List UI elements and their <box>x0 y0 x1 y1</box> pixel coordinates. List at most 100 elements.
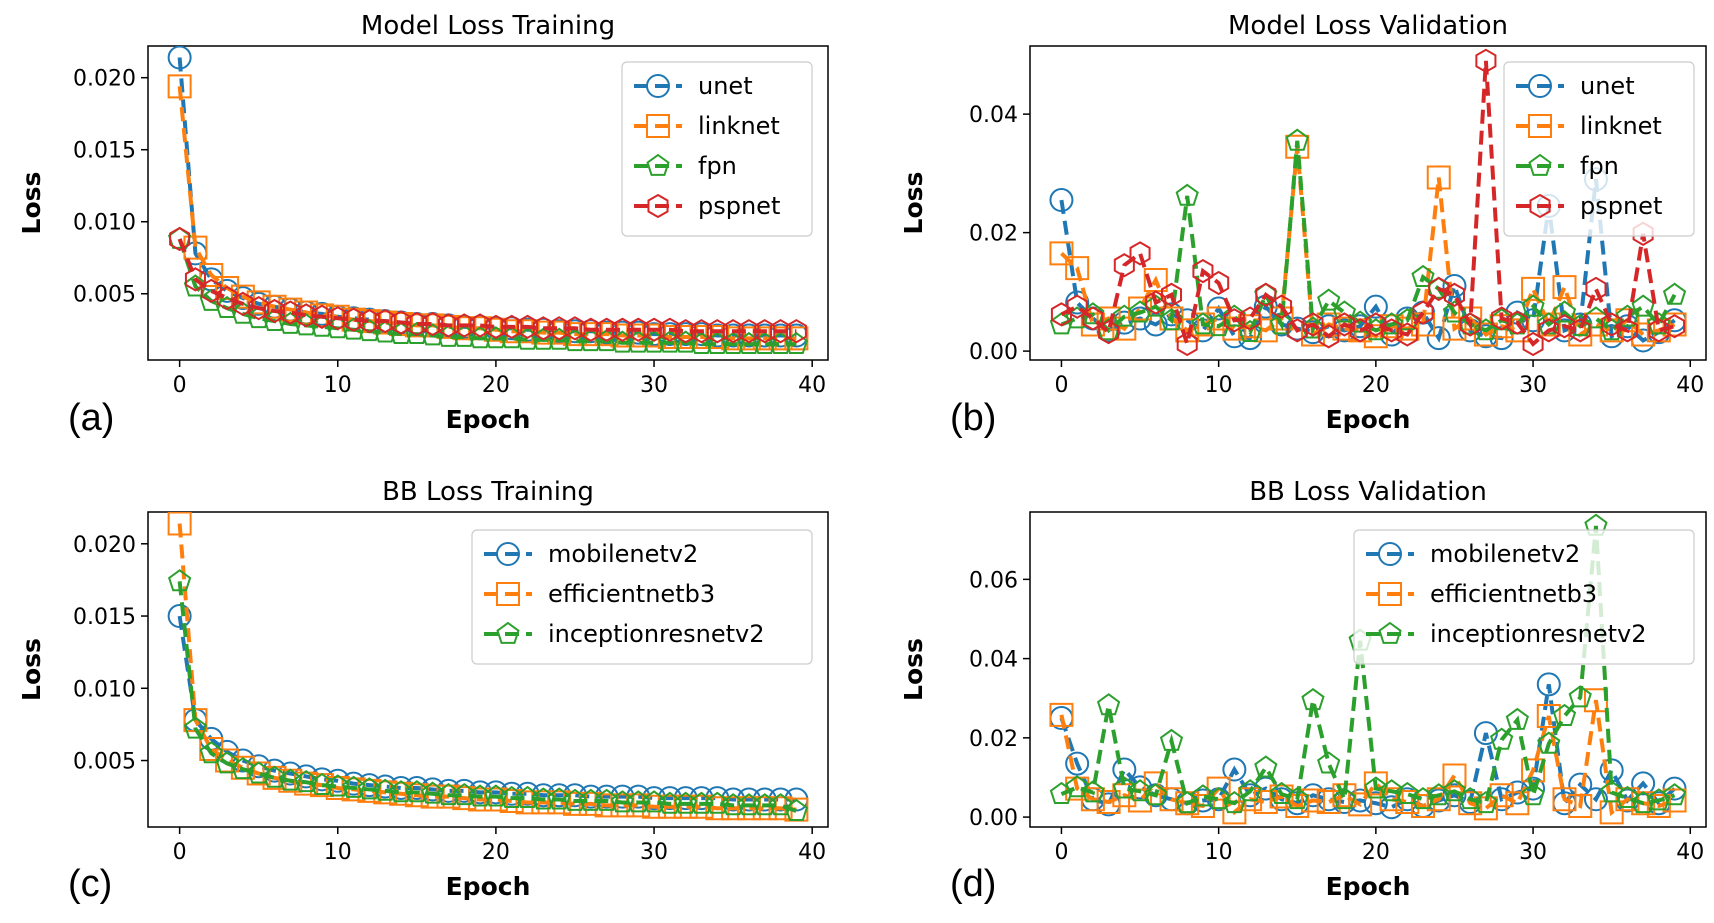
y-tick-label: 0.00 <box>969 340 1018 365</box>
y-tick-label: 0.005 <box>73 283 136 308</box>
data-point <box>1600 780 1624 803</box>
legend-marker <box>646 114 670 138</box>
data-point <box>1065 751 1090 776</box>
data-point <box>1222 800 1247 825</box>
x-tick-label: 30 <box>640 840 668 865</box>
data-point <box>1615 785 1640 808</box>
data-point <box>1568 313 1592 337</box>
data-point <box>453 313 475 338</box>
data-point <box>1096 693 1121 716</box>
legend-box <box>1353 529 1695 665</box>
data-point <box>1521 276 1546 301</box>
data-point <box>1647 788 1671 811</box>
data-point <box>1363 791 1388 816</box>
data-point <box>1285 787 1309 810</box>
x-axis-label: Epoch <box>446 872 531 901</box>
panel-label: (b) <box>950 397 996 439</box>
x-axis-label: Epoch <box>1326 405 1411 434</box>
x-tick-label: 20 <box>1362 373 1390 398</box>
data-point <box>1664 314 1686 339</box>
legend-marker <box>647 193 669 219</box>
data-point <box>1285 794 1310 818</box>
y-tick-label: 0.04 <box>969 648 1018 673</box>
data-point <box>262 765 287 788</box>
legend: unet linknet fpn pspnet <box>1503 61 1695 237</box>
series-pspnet <box>169 226 807 344</box>
legend-item-mobilenetv2: mobilenetv2 <box>1366 540 1580 568</box>
data-point <box>1145 290 1167 315</box>
legend-label: fpn <box>1580 152 1619 180</box>
data-point <box>706 319 728 344</box>
legend-item-linknet: linknet <box>634 112 780 140</box>
legend-box <box>1503 61 1695 237</box>
data-point <box>1363 294 1388 319</box>
data-point <box>1442 316 1467 341</box>
data-point <box>1129 241 1151 266</box>
data-point <box>1065 290 1090 315</box>
data-point <box>1363 324 1388 349</box>
data-point <box>1317 751 1341 774</box>
data-point <box>643 317 665 342</box>
data-point <box>1489 314 1514 339</box>
data-point <box>785 319 807 344</box>
data-point <box>485 314 507 340</box>
data-point <box>1411 787 1435 810</box>
data-point <box>1537 731 1561 754</box>
data-point <box>1049 702 1074 727</box>
data-point <box>1049 781 1074 805</box>
legend-label: unet <box>1580 72 1635 100</box>
x-tick-label: 30 <box>1519 373 1547 398</box>
data-point <box>1505 791 1530 816</box>
legend-marker <box>1378 582 1402 606</box>
series-line-linknet <box>177 86 797 341</box>
x-tick-label: 40 <box>798 373 826 398</box>
x-tick-label: 10 <box>1205 840 1233 865</box>
data-point <box>1458 791 1483 816</box>
data-point <box>1631 771 1656 796</box>
data-point <box>1363 771 1388 796</box>
data-point <box>1364 776 1388 799</box>
data-point <box>247 761 271 784</box>
data-point <box>1458 787 1482 810</box>
data-point <box>1553 314 1576 339</box>
data-point <box>1411 312 1436 337</box>
data-point <box>1175 791 1200 816</box>
data-point <box>1238 779 1262 802</box>
series-line-inceptionresnetv2 <box>1060 525 1676 808</box>
y-tick-label: 0.015 <box>73 605 136 630</box>
data-point <box>1144 783 1168 806</box>
data-point <box>738 319 760 344</box>
data-point <box>580 317 602 342</box>
data-point <box>1239 306 1261 331</box>
data-point <box>406 311 428 337</box>
series-line-pspnet <box>177 238 797 334</box>
data-point <box>1552 275 1577 300</box>
data-point <box>1583 787 1608 812</box>
data-point <box>1395 781 1419 805</box>
legend-label: mobilenetv2 <box>548 540 698 568</box>
y-axis-label: Loss <box>17 172 46 235</box>
data-point <box>1285 128 1309 151</box>
data-point <box>1396 322 1418 347</box>
x-tick-label: 20 <box>482 840 510 865</box>
data-point <box>1081 780 1105 803</box>
x-tick-label: 40 <box>1676 373 1704 398</box>
y-tick-label: 0.015 <box>73 139 136 164</box>
data-point <box>1475 48 1497 73</box>
legend-item-pspnet: pspnet <box>1516 192 1662 220</box>
y-tick-label: 0.010 <box>73 677 136 702</box>
data-point <box>627 317 649 342</box>
data-point <box>1159 306 1184 331</box>
x-tick-label: 10 <box>324 840 352 865</box>
chart-title: BB Loss Training <box>382 477 594 507</box>
data-point <box>1379 312 1404 335</box>
data-point <box>1191 784 1215 807</box>
data-point <box>1066 294 1088 319</box>
data-point <box>722 319 744 344</box>
data-point <box>216 285 238 311</box>
legend: unet linknet fpn pspnet <box>621 61 813 237</box>
legend-label: inceptionresnetv2 <box>1430 620 1647 648</box>
legend-label: unet <box>698 72 753 100</box>
legend-label: pspnet <box>1580 192 1662 220</box>
